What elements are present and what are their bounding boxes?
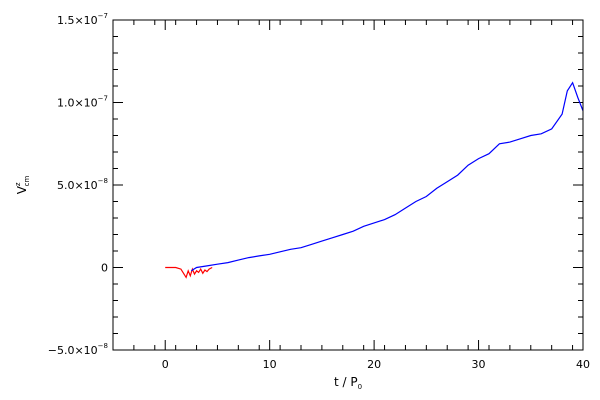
plot-frame — [112, 19, 584, 351]
y-axis-title-sub: cm — [23, 176, 31, 187]
y-tick-exponent: −8 — [98, 342, 108, 350]
y-tick-label: 1.0×10−7 — [57, 95, 108, 110]
y-tick-label: 0 — [101, 262, 108, 275]
x-axis-title-sub: 0 — [358, 383, 362, 391]
series-line-2 — [190, 81, 584, 272]
y-tick-mantissa: 1.5×10 — [57, 14, 98, 27]
y-tick-exponent: −8 — [98, 177, 108, 185]
y-tick-mantissa: −5.0×10 — [48, 344, 98, 357]
y-tick-label: 1.5×10−7 — [57, 12, 108, 27]
major-ticks — [113, 19, 584, 351]
y-tick-mantissa: 0 — [101, 262, 108, 275]
y-tick-mantissa: 1.0×10 — [57, 97, 98, 110]
x-axis-title-base: t / P — [334, 375, 358, 389]
series-line-1 — [165, 266, 213, 279]
y-axis-title-base: V — [15, 185, 29, 194]
y-axis-title-sup: z — [14, 182, 22, 186]
x-tick-label: 20 — [367, 358, 381, 371]
y-tick-label: 5.0×10−8 — [57, 177, 108, 192]
tick-labels: 0 10 20 30 40−5.0×10−805.0×10−81.0×10−71.5×1… — [48, 12, 590, 371]
series-layer — [165, 81, 584, 279]
x-axis-title: t / P0 — [334, 375, 362, 391]
x-tick-label: 0 — [162, 358, 169, 371]
minor-ticks — [112, 19, 583, 351]
y-tick-mantissa: 5.0×10 — [57, 179, 98, 192]
y-axis-title: Vzcm — [14, 176, 31, 195]
y-tick-label: −5.0×10−8 — [48, 342, 108, 357]
x-tick-label: 40 — [576, 358, 590, 371]
y-tick-exponent: −7 — [98, 12, 108, 20]
x-tick-label: 10 — [263, 358, 277, 371]
x-tick-label: 30 — [472, 358, 486, 371]
y-tick-exponent: −7 — [98, 95, 108, 103]
